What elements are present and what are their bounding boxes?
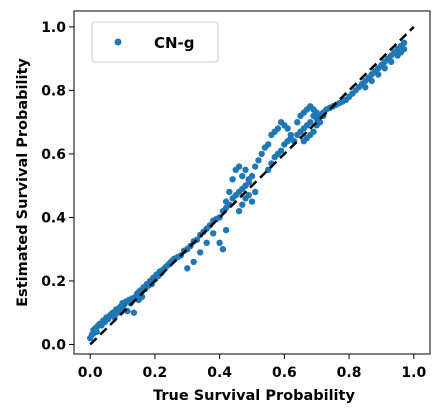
data-point <box>245 192 252 199</box>
y-tick-label: 0.4 <box>41 210 66 226</box>
data-point <box>184 265 191 272</box>
x-tick-label: 0.2 <box>143 365 168 381</box>
data-point <box>239 172 246 180</box>
data-point <box>130 309 138 316</box>
y-tick-label: 1.0 <box>41 20 66 36</box>
data-point <box>362 84 369 91</box>
data-point <box>388 58 395 65</box>
data-point <box>203 239 210 246</box>
data-point <box>265 166 272 173</box>
data-point <box>216 239 223 246</box>
y-tick-label: 0.8 <box>41 83 66 99</box>
data-point <box>258 150 265 158</box>
data-point <box>294 119 301 126</box>
data-point <box>368 77 375 85</box>
data-point <box>252 188 259 196</box>
data-point <box>114 309 121 316</box>
data-point <box>400 39 408 46</box>
legend-marker-cn-g <box>114 38 122 46</box>
x-tick-label: 0.8 <box>337 365 362 381</box>
data-point <box>313 109 320 116</box>
x-tick-label: 0.4 <box>207 365 232 381</box>
data-point <box>239 201 246 208</box>
data-point <box>255 157 262 164</box>
data-point <box>197 249 204 256</box>
data-point <box>400 45 408 53</box>
x-tick-label: 0.6 <box>272 365 297 381</box>
data-point <box>316 119 324 126</box>
data-point <box>93 328 100 335</box>
data-point <box>235 163 243 170</box>
x-axis-ticks: 0.0 0.2 0.4 0.6 0.8 1.0 <box>78 354 426 381</box>
data-point <box>277 147 285 154</box>
data-point <box>190 258 197 266</box>
data-point <box>274 125 282 132</box>
data-point <box>265 141 272 148</box>
y-tick-label: 0.2 <box>41 274 66 290</box>
x-tick-label: 0.0 <box>78 365 103 381</box>
data-point <box>248 172 256 180</box>
data-point <box>235 207 243 215</box>
y-axis-label: Estimated Survival Probability <box>15 58 31 307</box>
y-tick-label: 0.0 <box>41 337 66 353</box>
data-point <box>226 188 233 196</box>
data-point <box>375 71 382 78</box>
data-point <box>219 246 227 253</box>
data-point <box>210 230 217 237</box>
data-point <box>229 176 236 183</box>
data-point <box>242 166 249 173</box>
plot-area-frame <box>73 10 431 355</box>
y-tick-label: 0.6 <box>41 147 66 163</box>
data-point <box>252 163 259 170</box>
data-point <box>381 65 388 72</box>
legend-box <box>91 21 219 63</box>
legend: CN-g <box>91 21 219 63</box>
data-point <box>222 198 230 205</box>
x-axis-label: True Survival Probability <box>153 388 355 404</box>
reference-diagonal-line <box>89 25 415 346</box>
y-axis-ticks: 0.0 0.2 0.4 0.6 0.8 1.0 <box>41 20 74 353</box>
x-tick-label: 1.0 <box>401 365 426 381</box>
data-point <box>310 128 317 135</box>
data-point <box>307 119 314 126</box>
data-point <box>284 125 291 132</box>
data-point <box>222 226 230 234</box>
legend-label-cn-g: CN-g <box>154 34 195 52</box>
data-point <box>248 198 256 205</box>
